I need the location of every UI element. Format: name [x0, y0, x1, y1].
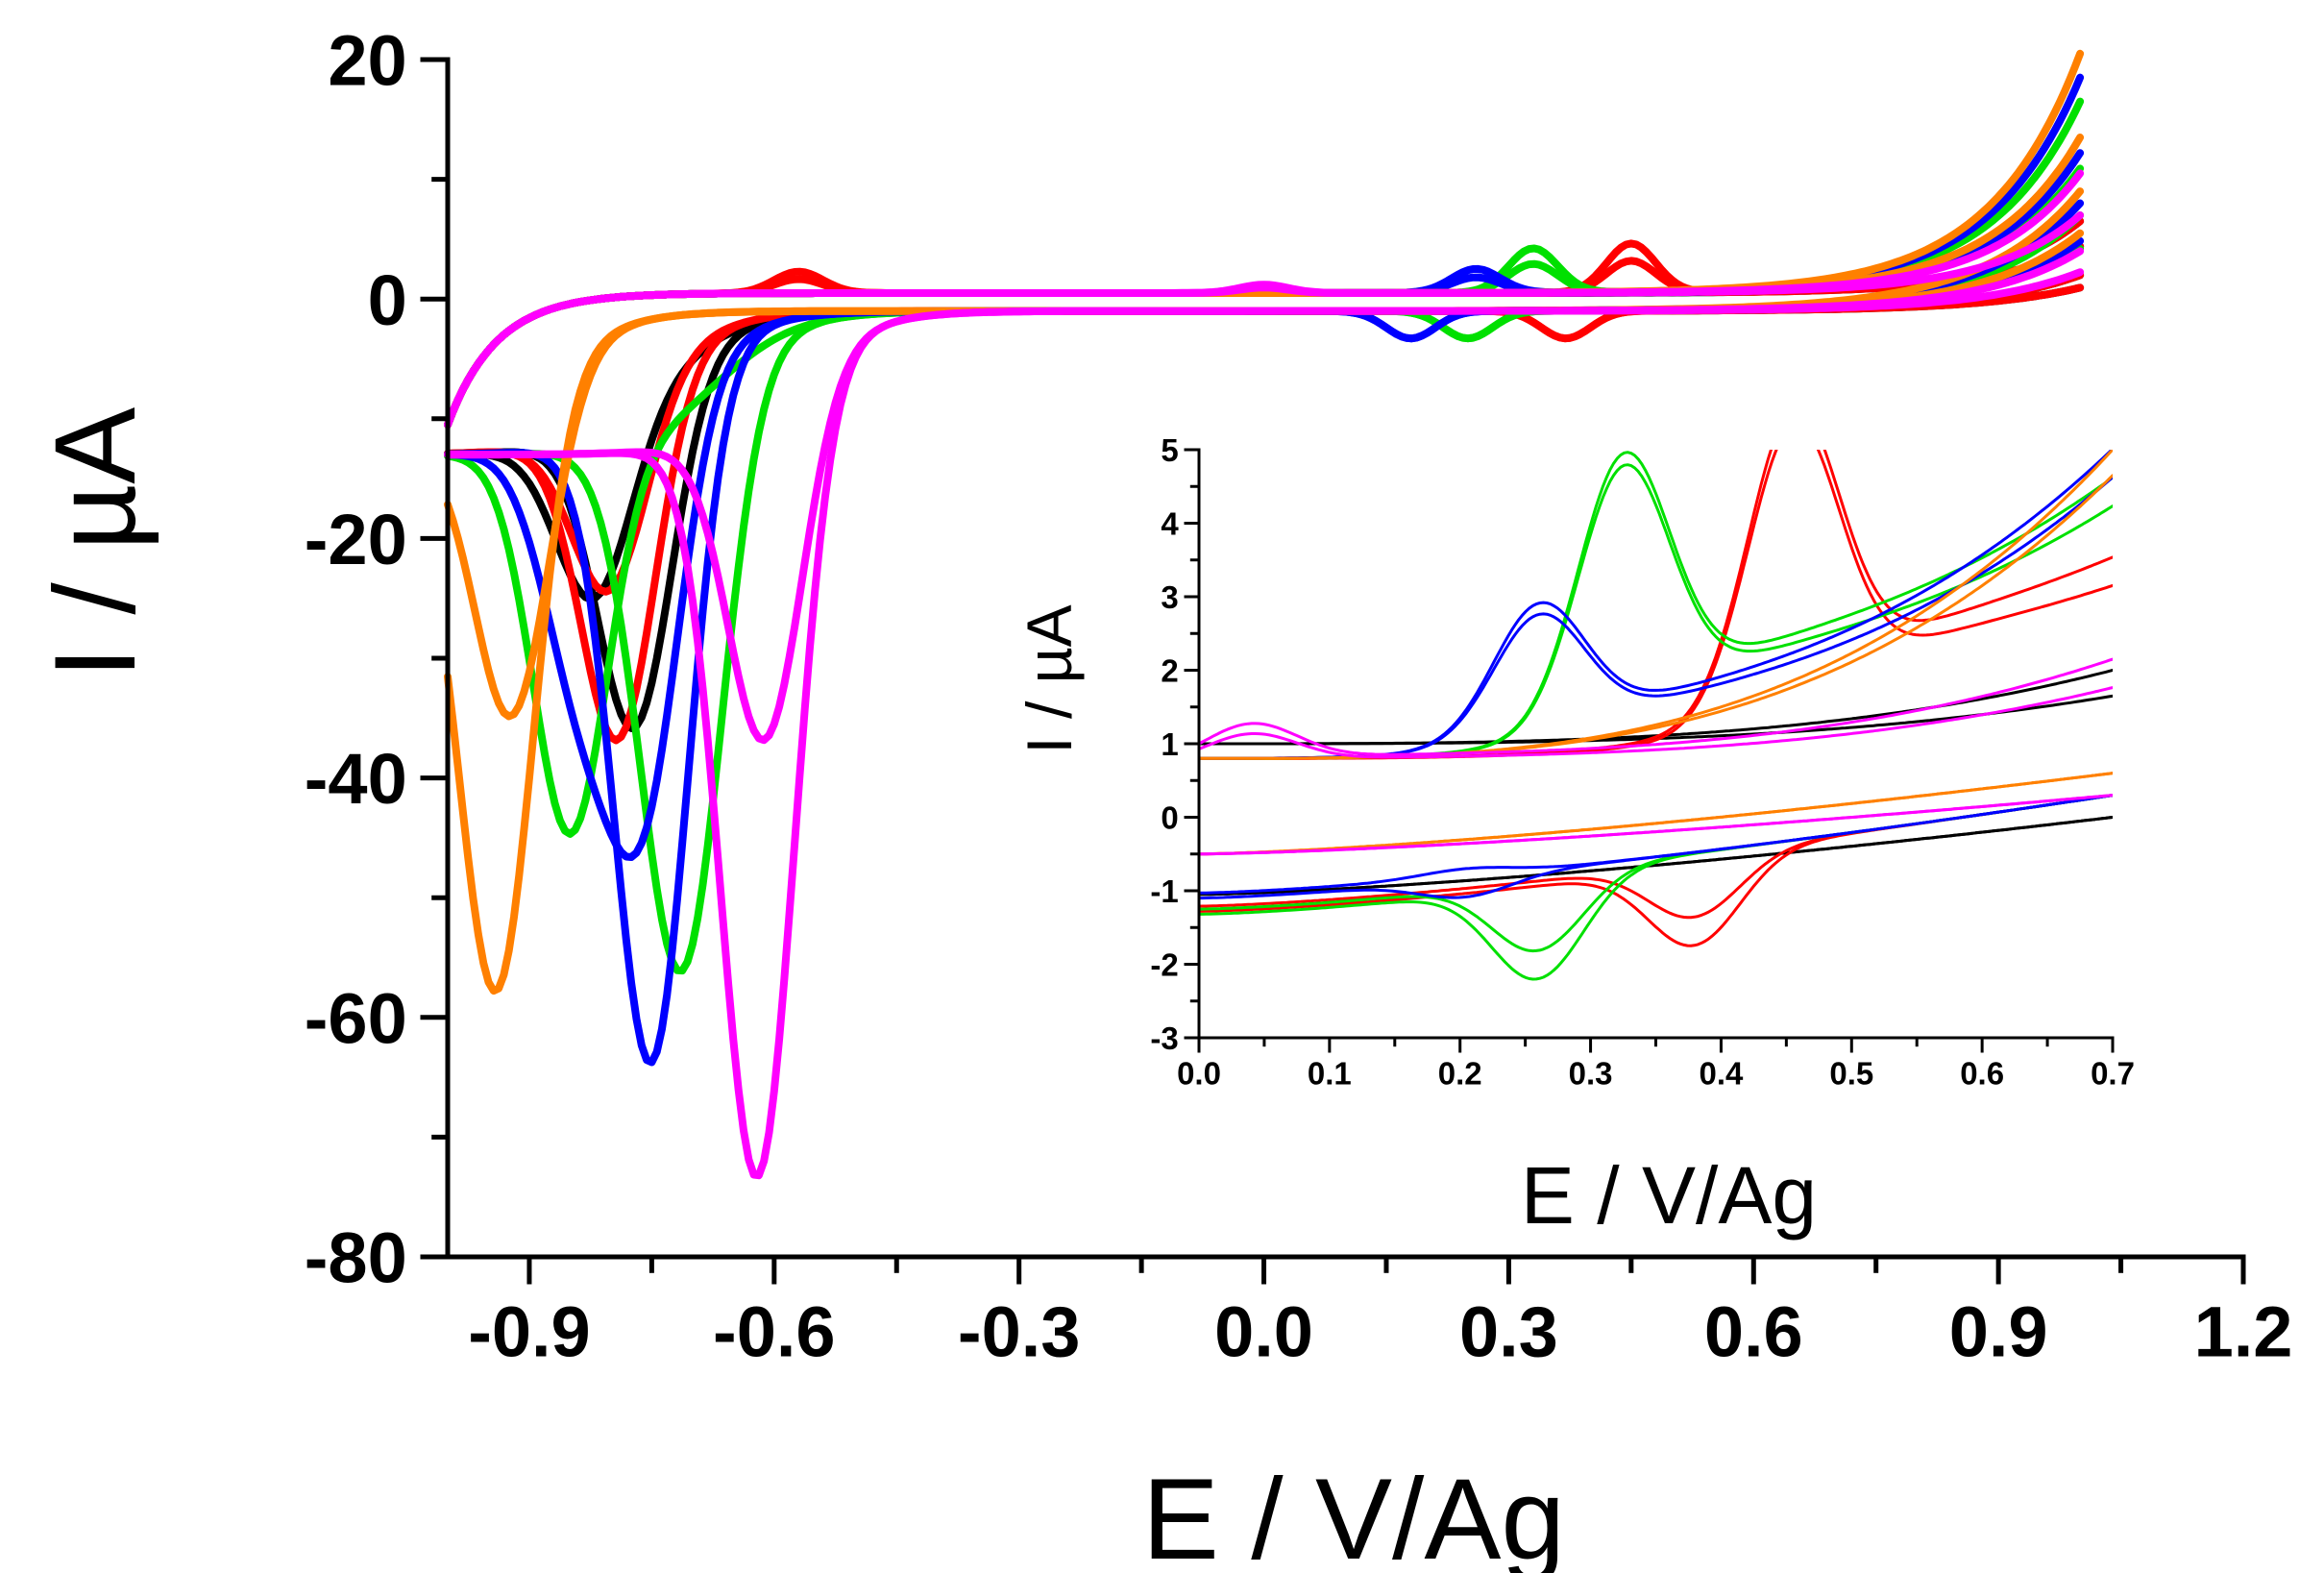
inset-y-tick-label: 3 [1161, 579, 1178, 615]
inset-x-tick-label: 0.2 [1438, 1056, 1482, 1092]
inset-x-tick-label: 0.0 [1177, 1056, 1221, 1092]
main-x-tick-label: 1.2 [2194, 1292, 2293, 1372]
main-y-tick-labels: 20 0 -20 -40 -60 -80 [305, 21, 407, 1298]
inset-series-magenta-anodic-sweep-1 [1199, 657, 2113, 756]
main-x-axis-label: E / V/Ag [1142, 1455, 1565, 1573]
inset-x-tick-label: 0.5 [1829, 1056, 1873, 1092]
inset-x-tick-label: 0.6 [1960, 1056, 2004, 1092]
inset-series-magenta-cathodic-sweep-2 [1199, 794, 2113, 856]
inset-curves [1199, 450, 2113, 981]
main-plot: -0.9 -0.6 -0.3 0.0 0.3 0.6 0.9 1.2 200-20-40-60… [31, 21, 2292, 1573]
inset-plot: 0.0 0.1 0.2 0.3 0.4 0.5 0.6 0.7 5 4 3 2 1 0 -1 -2 -3 E … [1014, 432, 2135, 1241]
main-series-magenta-cathodic-sweep-2 [444, 268, 2085, 1180]
main-series-orange-anodic-sweep-1 [444, 49, 2085, 429]
inset-y-tick-label: 4 [1161, 505, 1179, 541]
main-axes [420, 57, 2246, 1285]
inset-x-tick-label: 0.7 [2091, 1056, 2135, 1092]
main-y-axis-label: I / µA [31, 407, 159, 679]
main-x-tick-label: 0.9 [1949, 1292, 2048, 1372]
inset-x-tick-label: 0.3 [1569, 1056, 1613, 1092]
inset-y-tick-label: 2 [1161, 652, 1178, 688]
inset-x-tick-labels: 0.0 0.1 0.2 0.3 0.4 0.5 0.6 0.7 [1177, 1056, 2135, 1092]
main-x-tick-label: -0.9 [468, 1292, 591, 1372]
inset-series-blue-cathodic-sweep-2 [1199, 794, 2113, 895]
main-x-tick-label: 0.0 [1214, 1292, 1313, 1372]
inset-y-tick-label: 1 [1161, 726, 1178, 762]
inset-curves-clipped [1199, 450, 2113, 981]
main-x-tick-label: 0.6 [1704, 1292, 1803, 1372]
inset-y-axis-label: I / µA [1014, 604, 1085, 753]
inset-series-orange-anodic-sweep-2 [1199, 474, 2113, 760]
main-x-tick-label: -0.6 [713, 1292, 836, 1372]
inset-series-magenta-anodic-sweep-2 [1199, 686, 2113, 759]
main-x-tick-label: 0.3 [1459, 1292, 1558, 1372]
main-series-blue-anodic-sweep-1 [444, 73, 2085, 429]
main-y-tick-label: 0 [368, 260, 407, 340]
main-y-tick-label: -80 [305, 1218, 407, 1298]
inset-y-tick-label: -2 [1150, 946, 1178, 982]
main-y-tick-label: -60 [305, 978, 407, 1058]
inset-x-tick-label: 0.1 [1308, 1056, 1352, 1092]
main-y-tick-label: -20 [305, 500, 407, 579]
main-y-tick-label: 20 [328, 21, 406, 101]
inset-y-tick-label: 5 [1161, 432, 1178, 468]
inset-y-tick-label: -3 [1150, 1020, 1178, 1056]
inset-y-tick-label: -1 [1150, 873, 1178, 909]
inset-axes [1184, 448, 2115, 1053]
inset-x-tick-label: 0.4 [1699, 1056, 1744, 1092]
main-y-tick-label: -40 [305, 739, 407, 819]
inset-series-orange-cathodic-sweep-2 [1199, 772, 2113, 856]
inset-x-axis-label: E / V/Ag [1521, 1150, 1817, 1241]
main-series-green-anodic-sweep-1 [444, 97, 2085, 429]
main-x-tick-label: -0.3 [958, 1292, 1081, 1372]
main-x-tick-labels: -0.9 -0.6 -0.3 0.0 0.3 0.6 0.9 1.2 [468, 1292, 2292, 1372]
main-curves [444, 49, 2085, 1180]
inset-series-black-cathodic-sweep-2 [1199, 816, 2113, 897]
inset-y-tick-label: 0 [1161, 799, 1178, 835]
inset-y-tick-labels: 5 4 3 2 1 0 -1 -2 -3 [1150, 432, 1179, 1056]
main-series-magenta-anodic-sweep-2 [444, 211, 2085, 429]
